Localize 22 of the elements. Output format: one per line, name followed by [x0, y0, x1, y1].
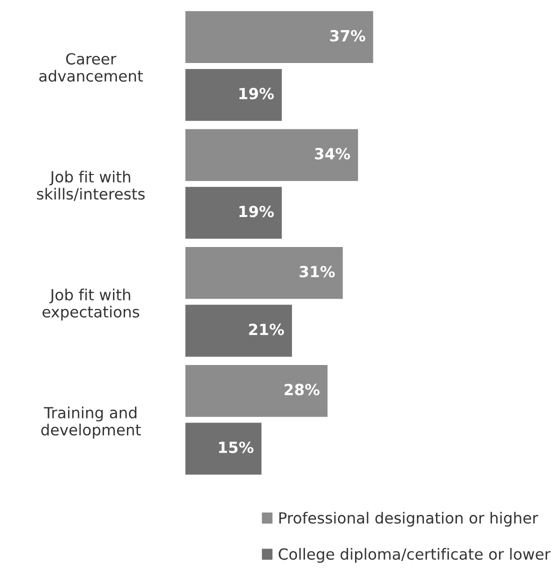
bar: [185, 186, 282, 239]
data-label: 28%: [284, 384, 320, 396]
y-tick-label: Job fit with expectations: [42, 288, 140, 321]
data-label: 19%: [239, 206, 274, 218]
bar: [185, 247, 343, 299]
legend-label: Professional designation or higher: [279, 512, 538, 527]
y-tick-label: Career advancement: [39, 53, 143, 82]
bar: [185, 364, 328, 417]
bar: [185, 68, 282, 121]
legend-label: College diploma/certificate or lower: [278, 548, 551, 563]
bar: [185, 129, 358, 181]
bar: [185, 304, 292, 357]
data-label: 21%: [249, 324, 284, 336]
data-label: 31%: [300, 266, 335, 278]
data-label: 15%: [219, 442, 254, 454]
data-label: 19%: [239, 88, 274, 100]
data-label: 37%: [330, 30, 366, 42]
y-tick-label: Training and development: [41, 406, 141, 438]
y-tick-label: Job fit with skills/interests: [37, 170, 145, 201]
data-label: 34%: [314, 148, 350, 160]
bar: [185, 11, 374, 64]
bar: [185, 422, 262, 475]
